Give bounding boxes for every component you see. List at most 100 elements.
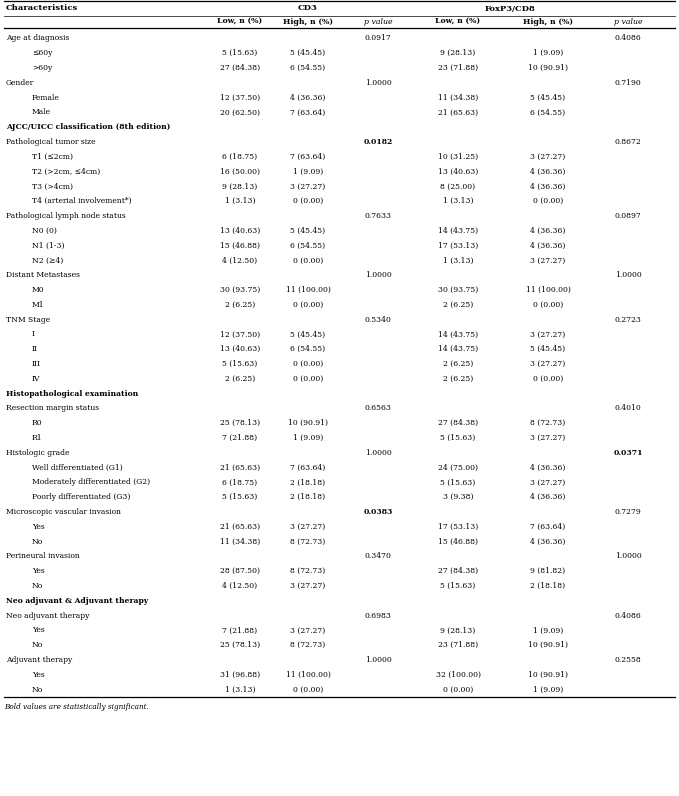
Text: 0.4086: 0.4086 [614,611,642,619]
Text: 21 (65.63): 21 (65.63) [220,463,260,471]
Text: 5 (45.45): 5 (45.45) [291,49,325,57]
Text: 0 (0.00): 0 (0.00) [293,360,323,368]
Text: 7 (63.64): 7 (63.64) [291,153,326,161]
Text: 3 (27.27): 3 (27.27) [530,256,566,264]
Text: 1.0000: 1.0000 [614,271,642,279]
Text: N2 (≥4): N2 (≥4) [32,256,63,264]
Text: 30 (93.75): 30 (93.75) [438,286,478,294]
Text: T4 (arterial involvement*): T4 (arterial involvement*) [32,197,132,205]
Text: 17 (53.13): 17 (53.13) [438,523,478,531]
Text: 5 (45.45): 5 (45.45) [291,227,325,235]
Text: 10 (90.91): 10 (90.91) [528,671,568,679]
Text: CD3: CD3 [298,5,318,13]
Text: 4 (36.36): 4 (36.36) [530,168,566,176]
Text: Resection margin status: Resection margin status [6,404,99,412]
Text: 1.0000: 1.0000 [365,656,391,664]
Text: 27 (84.38): 27 (84.38) [438,419,478,427]
Text: Histologic grade: Histologic grade [6,449,69,457]
Text: 5 (15.63): 5 (15.63) [223,494,257,501]
Text: 13 (40.63): 13 (40.63) [220,345,260,353]
Text: 21 (65.63): 21 (65.63) [438,108,478,116]
Text: 1 (3.13): 1 (3.13) [443,197,473,205]
Text: 1 (9.09): 1 (9.09) [533,626,563,634]
Text: 0.4010: 0.4010 [614,404,642,412]
Text: No: No [32,537,43,545]
Text: AJCC/UICC classification (8th edition): AJCC/UICC classification (8th edition) [6,123,170,131]
Text: 3 (27.27): 3 (27.27) [291,626,326,634]
Text: 11 (100.00): 11 (100.00) [286,286,331,294]
Text: 0 (0.00): 0 (0.00) [293,301,323,309]
Text: 9 (28.13): 9 (28.13) [441,49,475,57]
Text: 23 (71.88): 23 (71.88) [438,642,478,650]
Text: 12 (37.50): 12 (37.50) [220,330,260,338]
Text: Perineural invasion: Perineural invasion [6,552,79,560]
Text: Characteristics: Characteristics [6,5,78,13]
Text: Yes: Yes [32,523,45,531]
Text: 14 (43.75): 14 (43.75) [438,227,478,235]
Text: Microscopic vascular invasion: Microscopic vascular invasion [6,508,121,516]
Text: 0.0182: 0.0182 [363,138,392,146]
Text: 1.0000: 1.0000 [365,271,391,279]
Text: High, n (%): High, n (%) [283,18,333,26]
Text: 3 (27.27): 3 (27.27) [291,182,326,190]
Text: Distant Metastases: Distant Metastases [6,271,80,279]
Text: 3 (9.38): 3 (9.38) [443,494,473,501]
Text: N1 (1-3): N1 (1-3) [32,242,65,250]
Text: 15 (46.88): 15 (46.88) [220,242,260,250]
Text: 6 (54.55): 6 (54.55) [291,345,325,353]
Text: T2 (>2cm, ≤4cm): T2 (>2cm, ≤4cm) [32,168,100,176]
Text: 17 (53.13): 17 (53.13) [438,242,478,250]
Text: p value: p value [364,18,392,26]
Text: 24 (75.00): 24 (75.00) [438,463,478,471]
Text: 0 (0.00): 0 (0.00) [443,685,473,693]
Text: 5 (45.45): 5 (45.45) [291,330,325,338]
Text: 1 (9.09): 1 (9.09) [533,685,563,693]
Text: 1 (3.13): 1 (3.13) [443,256,473,264]
Text: 10 (90.91): 10 (90.91) [528,642,568,650]
Text: 0 (0.00): 0 (0.00) [533,301,563,309]
Text: 25 (78.13): 25 (78.13) [220,642,260,650]
Text: No: No [32,582,43,590]
Text: M1: M1 [32,301,45,309]
Text: 2 (6.25): 2 (6.25) [443,375,473,383]
Text: 0.0383: 0.0383 [363,508,392,516]
Text: I: I [32,330,35,338]
Text: 0.0917: 0.0917 [365,34,391,42]
Text: Male: Male [32,108,51,116]
Text: 8 (25.00): 8 (25.00) [441,182,475,190]
Text: 2 (18.18): 2 (18.18) [530,582,566,590]
Text: 3 (27.27): 3 (27.27) [291,582,326,590]
Text: 10 (90.91): 10 (90.91) [528,64,568,72]
Text: 0.8672: 0.8672 [614,138,642,146]
Text: TNM Stage: TNM Stage [6,315,50,324]
Text: No: No [32,685,43,693]
Text: 3 (27.27): 3 (27.27) [530,478,566,486]
Text: 4 (36.36): 4 (36.36) [530,242,566,250]
Text: 2 (6.25): 2 (6.25) [225,301,255,309]
Text: 3 (27.27): 3 (27.27) [530,434,566,442]
Text: 8 (72.73): 8 (72.73) [530,419,566,427]
Text: ≤60y: ≤60y [32,49,52,57]
Text: 5 (15.63): 5 (15.63) [223,49,257,57]
Text: 14 (43.75): 14 (43.75) [438,345,478,353]
Text: IV: IV [32,375,41,383]
Text: 6 (54.55): 6 (54.55) [530,108,566,116]
Text: Neo adjuvant & Adjuvant therapy: Neo adjuvant & Adjuvant therapy [6,597,148,605]
Text: 0.0371: 0.0371 [613,449,643,457]
Text: 10 (90.91): 10 (90.91) [288,419,328,427]
Text: 4 (36.36): 4 (36.36) [530,227,566,235]
Text: Bold values are statistically significant.: Bold values are statistically significan… [4,703,149,711]
Text: 7 (21.88): 7 (21.88) [223,434,257,442]
Text: 6 (18.75): 6 (18.75) [223,153,257,161]
Text: 1 (9.09): 1 (9.09) [293,168,323,176]
Text: No: No [32,642,43,650]
Text: Low, n (%): Low, n (%) [217,18,263,26]
Text: 2 (6.25): 2 (6.25) [225,375,255,383]
Text: 16 (50.00): 16 (50.00) [220,168,260,176]
Text: 7 (21.88): 7 (21.88) [223,626,257,634]
Text: 8 (72.73): 8 (72.73) [291,537,326,545]
Text: 3 (27.27): 3 (27.27) [530,153,566,161]
Text: 15 (46.88): 15 (46.88) [438,537,478,545]
Text: 14 (43.75): 14 (43.75) [438,330,478,338]
Text: 7 (63.64): 7 (63.64) [530,523,566,531]
